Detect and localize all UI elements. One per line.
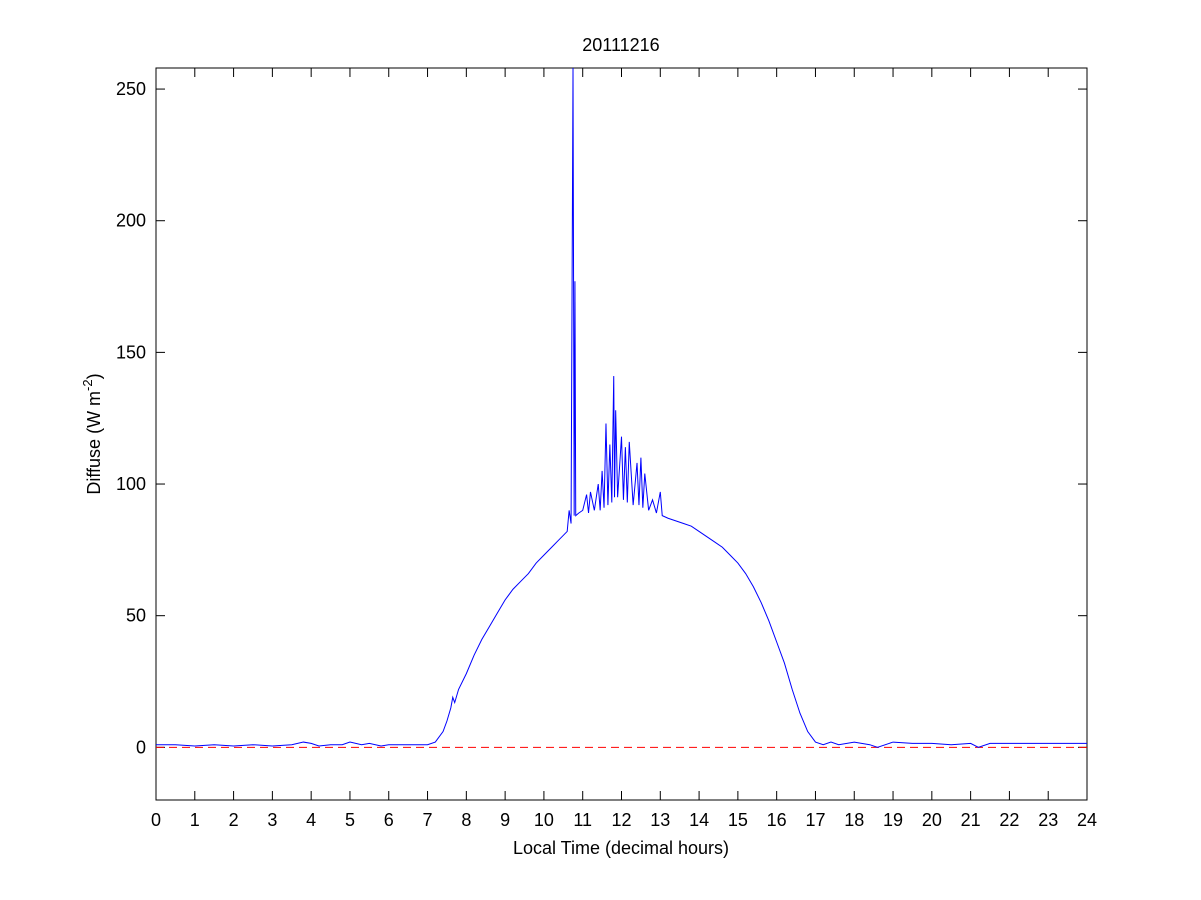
plot-frame (155, 67, 1088, 801)
x-tick-label: 18 (844, 810, 864, 830)
x-tick-label: 2 (229, 810, 239, 830)
y-tick-label: 250 (116, 79, 146, 99)
x-tick-label: 11 (573, 810, 592, 830)
chart-title: 20111216 (582, 35, 659, 55)
y-tick-label: 150 (116, 342, 146, 362)
x-tick-label: 22 (999, 810, 1019, 830)
x-axis-label: Local Time (decimal hours) (513, 838, 729, 858)
x-tick-label: 19 (883, 810, 903, 830)
x-tick-label: 9 (500, 810, 510, 830)
x-tick-label: 1 (190, 810, 200, 830)
x-tick-label: 0 (151, 810, 161, 830)
x-tick-label: 8 (461, 810, 471, 830)
x-tick-label: 3 (267, 810, 277, 830)
x-tick-label: 16 (767, 810, 787, 830)
x-tick-label: 21 (961, 810, 981, 830)
x-tick-label: 24 (1077, 810, 1097, 830)
x-tick-label: 10 (534, 810, 554, 830)
y-tick-label: 0 (136, 737, 146, 757)
x-tick-label: 6 (384, 810, 394, 830)
x-tick-label: 17 (805, 810, 825, 830)
x-tick-label: 7 (423, 810, 433, 830)
y-label-text: Diffuse (W m (84, 391, 104, 495)
y-tick-label: 100 (116, 474, 146, 494)
x-tick-label: 23 (1038, 810, 1058, 830)
y-tick-label: 50 (126, 606, 146, 626)
x-tick-label: 15 (728, 810, 748, 830)
x-tick-label: 5 (345, 810, 355, 830)
x-tick-label: 4 (306, 810, 316, 830)
data-line (156, 67, 1087, 748)
y-label-end: ) (84, 373, 104, 379)
x-tick-label: 13 (650, 810, 670, 830)
x-tick-label: 14 (689, 810, 709, 830)
y-tick-label: 200 (116, 211, 146, 231)
x-tick-label: 20 (922, 810, 942, 830)
y-label-superscript: -2 (80, 379, 95, 391)
x-tick-label: 12 (611, 810, 631, 830)
y-axis-label: Diffuse (W m-2) (80, 373, 104, 494)
